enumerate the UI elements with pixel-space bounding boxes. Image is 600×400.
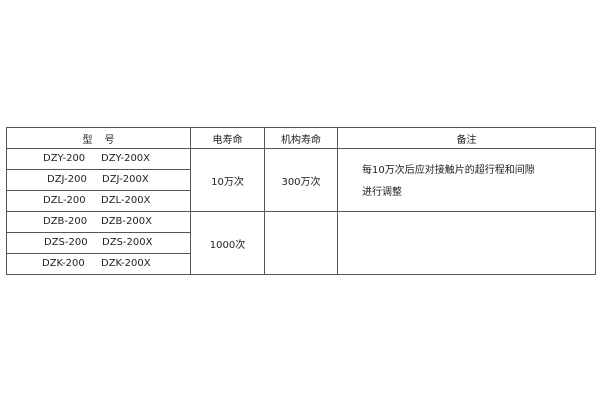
header-mechanical-life: 机构寿命 xyxy=(264,127,338,149)
model-x: DZB-200X xyxy=(101,216,152,227)
product-life-table: 型号 电寿命 机构寿命 备注 DZY-200 DZY-200X 10万次 300万… xyxy=(6,127,596,275)
header-model: 型号 xyxy=(6,127,191,149)
model-x: DZK-200X xyxy=(101,258,151,269)
mechanical-life-cell xyxy=(264,211,338,275)
header-electrical-life: 电寿命 xyxy=(190,127,265,149)
model-x: DZS-200X xyxy=(102,237,153,248)
mechanical-life-cell: 300万次 xyxy=(264,148,338,212)
electrical-life-cell: 10万次 xyxy=(190,148,265,212)
model: DZY-200 xyxy=(43,153,86,164)
model: DZK-200 xyxy=(42,258,85,269)
table-row: DZB-200 DZB-200X 1000次 xyxy=(6,211,596,275)
model: DZJ-200 xyxy=(47,174,87,185)
model-x: DZL-200X xyxy=(101,195,151,206)
model: DZS-200 xyxy=(44,237,88,248)
remark-line: 进行调整 xyxy=(362,187,402,198)
header-model-char2: 号 xyxy=(104,134,115,146)
table-row: DZY-200 DZY-200X 10万次 300万次 每10万次后应对接触片的超… xyxy=(6,148,596,212)
remarks-cell xyxy=(337,211,596,275)
header-model-char1: 型 xyxy=(82,134,93,146)
model-cell: DZL-200 DZL-200X xyxy=(6,190,191,212)
model: DZB-200 xyxy=(43,216,88,227)
header-row: 型号 电寿命 机构寿命 备注 xyxy=(6,127,596,149)
model-cell: DZK-200 DZK-200X xyxy=(6,253,191,275)
model-cell: DZB-200 DZB-200X xyxy=(6,211,191,233)
remarks-cell: 每10万次后应对接触片的超行程和间隙 进行调整 xyxy=(337,148,596,212)
header-remarks: 备注 xyxy=(337,127,596,149)
remark-line: 每10万次后应对接触片的超行程和间隙 xyxy=(362,165,535,176)
model-cell: DZJ-200 DZJ-200X xyxy=(6,169,191,191)
model-cell: DZY-200 DZY-200X xyxy=(6,148,191,170)
model: DZL-200 xyxy=(43,195,86,206)
model-x: DZY-200X xyxy=(101,153,151,164)
table-row: DZK-200 DZK-200X xyxy=(6,253,596,275)
model-cell: DZS-200 DZS-200X xyxy=(6,232,191,254)
model-x: DZJ-200X xyxy=(102,174,149,185)
electrical-life-cell: 1000次 xyxy=(190,211,265,275)
